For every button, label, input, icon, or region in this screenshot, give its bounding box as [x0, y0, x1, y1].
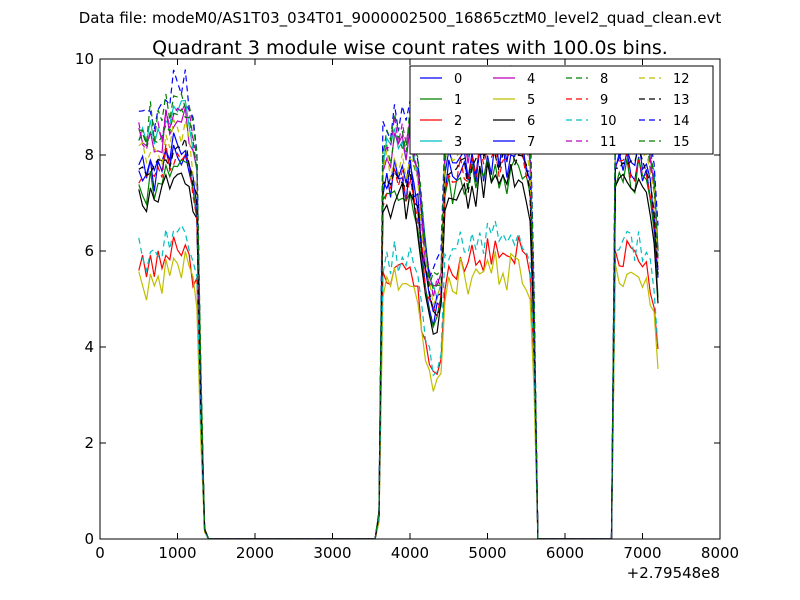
series-line-2 — [138, 236, 659, 539]
chart-title: Quadrant 3 module wise count rates with … — [152, 37, 668, 59]
series-line-5 — [138, 251, 659, 539]
legend-label-12: 12 — [673, 72, 690, 87]
x-tick-label: 1000 — [158, 544, 196, 562]
series-line-9 — [138, 139, 659, 539]
series-line-11 — [138, 100, 659, 539]
legend-label-11: 11 — [600, 135, 617, 150]
x-tick-label: 4000 — [391, 544, 429, 562]
legend-box — [409, 65, 714, 155]
legend-label-4: 4 — [527, 72, 535, 87]
legend-label-13: 13 — [673, 93, 690, 108]
chart-suptitle: Data file: modeM0/AS1T03_034T01_90000025… — [79, 9, 722, 28]
legend-label-6: 6 — [527, 114, 535, 129]
y-tick-label: 8 — [84, 146, 94, 164]
legend-label-7: 7 — [527, 135, 535, 150]
series-line-12 — [138, 117, 659, 539]
y-tick-label: 10 — [75, 50, 94, 68]
x-tick-label: 5000 — [468, 544, 506, 562]
y-tick-label: 2 — [84, 434, 94, 452]
legend-label-10: 10 — [600, 114, 617, 129]
legend-label-2: 2 — [454, 114, 462, 129]
x-tick-label: 7000 — [623, 544, 661, 562]
legend-label-1: 1 — [454, 93, 462, 108]
x-tick-label: 8000 — [701, 544, 739, 562]
legend-label-0: 0 — [454, 72, 462, 87]
x-offset-label: +2.79548e8 — [627, 564, 720, 582]
x-tick-label: 6000 — [546, 544, 584, 562]
legend-label-8: 8 — [600, 72, 608, 87]
legend-label-9: 9 — [600, 93, 608, 108]
legend-label-3: 3 — [454, 135, 462, 150]
series-line-13 — [138, 129, 659, 539]
x-tick-label: 3000 — [313, 544, 351, 562]
series-line-6 — [138, 162, 659, 539]
legend-label-14: 14 — [673, 114, 690, 129]
x-tick-label: 0 — [95, 544, 105, 562]
y-tick-label: 0 — [84, 530, 94, 548]
y-tick-label: 6 — [84, 242, 94, 260]
legend-label-5: 5 — [527, 93, 535, 108]
series-line-10 — [138, 220, 659, 539]
legend-label-15: 15 — [673, 135, 690, 150]
y-tick-label: 4 — [84, 338, 94, 356]
x-axis: 0 1000 2000 3000 4000 5000 6000 7000 8000 — [95, 59, 739, 562]
x-tick-label: 2000 — [236, 544, 274, 562]
